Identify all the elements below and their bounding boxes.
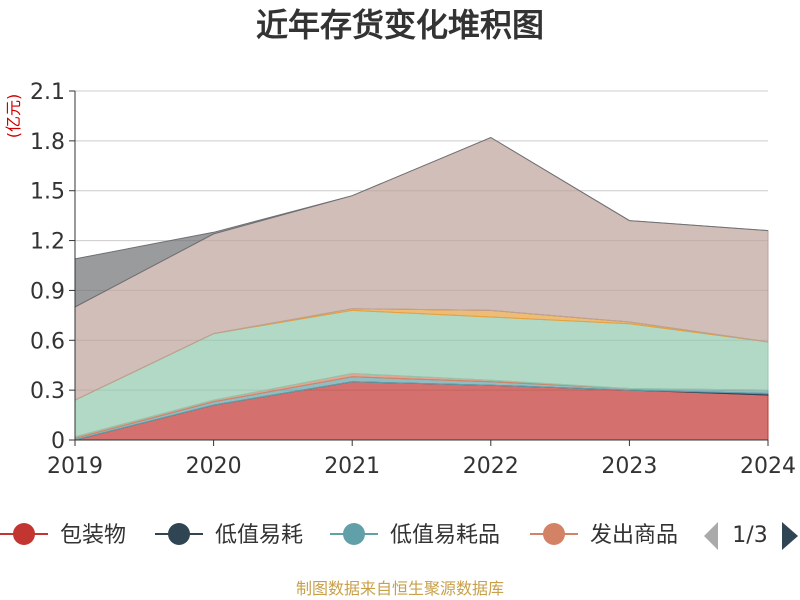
legend-marker	[168, 523, 190, 545]
x-tick-label: 2020	[186, 454, 242, 479]
source-note: 制图数据来自恒生聚源数据库	[295, 579, 504, 598]
legend-marker	[13, 523, 35, 545]
legend-label: 低值易耗品	[390, 523, 500, 548]
legend-item-0[interactable]: 包装物	[0, 523, 126, 548]
legend-marker	[343, 523, 365, 545]
legend-label: 低值易耗	[215, 523, 303, 548]
y-tick-label: 0.9	[30, 279, 65, 304]
y-tick-label: 1.8	[30, 130, 65, 155]
legend-marker	[543, 523, 565, 545]
series-area-8	[74, 136, 769, 308]
y-tick-label: 0.6	[30, 329, 65, 354]
x-tick-label: 2021	[324, 454, 380, 479]
legend-item-2[interactable]: 低值易耗品	[330, 523, 500, 548]
y-tick-label: 0.3	[30, 379, 65, 404]
y-tick-label: 1.2	[30, 230, 65, 255]
legend-item-1[interactable]: 低值易耗	[155, 523, 303, 548]
legend-prev-icon[interactable]	[704, 522, 718, 550]
legend-next-icon[interactable]	[782, 522, 798, 550]
axes: 0 0.3 0.6 0.9 1.2 1.5 1.8 2.1 2019 2020 2021 2022 20…	[4, 80, 796, 479]
x-tick-label: 2022	[463, 454, 519, 479]
legend-page-indicator: 1/3	[732, 523, 767, 548]
legend: 包装物 低值易耗 低值易耗品 发出商品 1/3	[0, 522, 798, 550]
x-tick-label: 2024	[740, 454, 796, 479]
legend-item-3[interactable]: 发出商品	[530, 523, 678, 548]
y-axis-label: (亿元)	[4, 94, 23, 139]
y-tick-label: 1.5	[30, 180, 65, 205]
chart-title: 近年存货变化堆积图	[255, 6, 544, 44]
y-tick-label: 2.1	[30, 80, 65, 105]
y-tick-label: 0	[51, 429, 65, 454]
x-tick-label: 2019	[47, 454, 103, 479]
legend-label: 发出商品	[590, 523, 678, 548]
series-areas	[74, 136, 769, 441]
x-tick-label: 2023	[601, 454, 657, 479]
legend-label: 包装物	[60, 523, 126, 548]
